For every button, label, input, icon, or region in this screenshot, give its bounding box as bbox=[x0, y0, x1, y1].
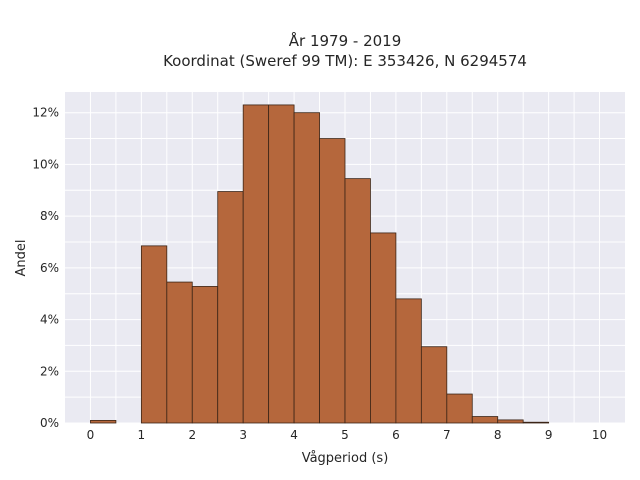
histogram-bar bbox=[395, 298, 422, 424]
histogram-bar bbox=[522, 421, 550, 424]
x-tick-labels: 0 1 2 3 4 5 6 7 8 9 10 bbox=[87, 428, 608, 442]
y-tick-label: 0% bbox=[40, 416, 59, 430]
histogram-bar bbox=[90, 420, 117, 424]
x-tick-label: 5 bbox=[341, 428, 349, 442]
histogram-bar bbox=[420, 346, 448, 424]
histogram-bar bbox=[471, 416, 499, 424]
y-tick-label: 8% bbox=[40, 209, 59, 223]
y-tick-label: 2% bbox=[40, 364, 59, 378]
histogram-bar bbox=[344, 178, 371, 424]
x-tick-label: 2 bbox=[188, 428, 196, 442]
x-tick-label: 9 bbox=[545, 428, 553, 442]
y-axis-label: Andel bbox=[14, 240, 29, 277]
histogram-bar bbox=[140, 245, 168, 424]
x-axis-label: Vågperiod (s) bbox=[302, 451, 389, 466]
histogram-bar bbox=[217, 191, 244, 424]
histogram-bar bbox=[268, 104, 295, 424]
x-tick-label: 6 bbox=[392, 428, 400, 442]
chart-title: År 1979 - 2019 bbox=[289, 31, 402, 50]
x-tick-label: 1 bbox=[138, 428, 146, 442]
histogram-bar bbox=[293, 112, 320, 424]
bars bbox=[90, 104, 550, 424]
histogram-bar bbox=[370, 232, 397, 424]
x-tick-label: 8 bbox=[494, 428, 502, 442]
y-tick-labels: 0% 2% 4% 6% 8% 10% 12% bbox=[32, 106, 59, 430]
histogram-bar bbox=[191, 286, 219, 424]
histogram-bar bbox=[497, 419, 524, 424]
y-tick-label: 4% bbox=[40, 313, 59, 327]
chart-subtitle: Koordinat (Sweref 99 TM): E 353426, N 62… bbox=[163, 52, 527, 70]
histogram-bar bbox=[446, 393, 473, 424]
x-tick-label: 3 bbox=[239, 428, 247, 442]
histogram-bar bbox=[319, 138, 346, 424]
histogram-bar bbox=[166, 281, 193, 424]
x-tick-label: 7 bbox=[443, 428, 451, 442]
histogram-bar bbox=[242, 104, 270, 424]
y-tick-label: 10% bbox=[32, 157, 59, 171]
x-tick-label: 4 bbox=[290, 428, 298, 442]
y-tick-label: 6% bbox=[40, 261, 59, 275]
x-tick-label: 0 bbox=[87, 428, 95, 442]
y-tick-label: 12% bbox=[32, 106, 59, 120]
x-tick-label: 10 bbox=[592, 428, 607, 442]
